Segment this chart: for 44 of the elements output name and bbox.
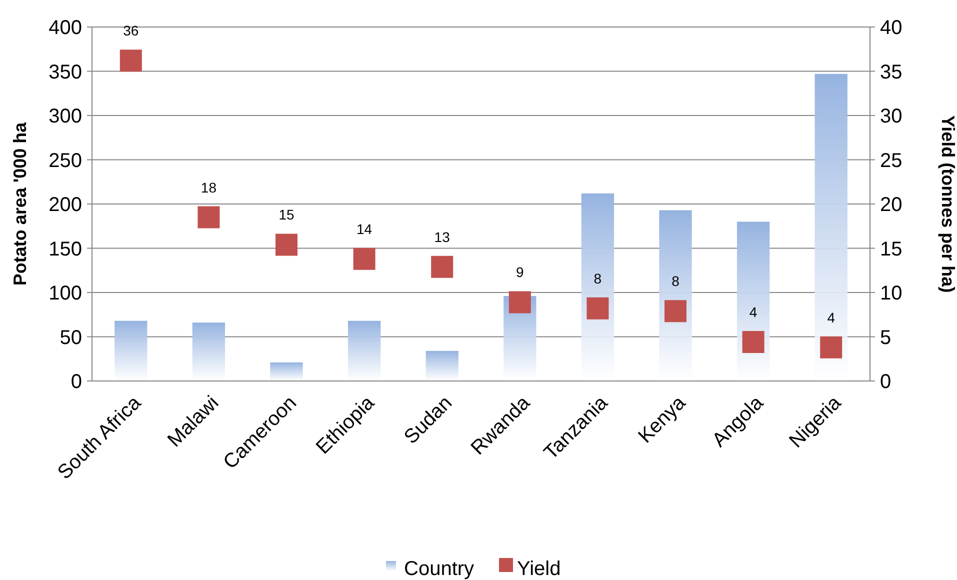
point	[120, 50, 142, 72]
point	[198, 206, 220, 228]
y-tick-label: 0	[70, 371, 82, 393]
data-label: 4	[827, 309, 836, 326]
data-label: 13	[434, 228, 450, 245]
data-label: 8	[594, 270, 602, 286]
data-label: 36	[123, 22, 139, 39]
y2-tick-label: 25	[880, 150, 902, 172]
y2-tick-label: 35	[880, 61, 902, 84]
point	[586, 297, 609, 320]
point	[353, 248, 376, 270]
y2-tick-label: 15	[880, 238, 902, 260]
point	[276, 234, 298, 256]
point	[742, 331, 764, 354]
point	[508, 291, 531, 314]
y-axis-title: Potato area '000 ha	[10, 121, 30, 286]
data-label: 15	[278, 206, 294, 223]
y2-tick-label: 40	[880, 17, 902, 39]
y2-tick-label: 5	[880, 326, 892, 349]
data-label: 4	[749, 304, 758, 320]
y-tick-label: 150	[48, 238, 82, 260]
legend-label: Country	[404, 558, 474, 580]
data-label: 14	[356, 220, 372, 237]
y2-tick-label: 20	[880, 194, 902, 216]
data-label: 8	[672, 273, 680, 290]
point	[431, 256, 454, 278]
y-tick-label: 50	[60, 326, 82, 349]
y-tick-label: 100	[48, 282, 82, 304]
data-label: 9	[516, 264, 524, 280]
y-tick-label: 300	[48, 106, 82, 128]
y-tick-label: 400	[48, 17, 82, 39]
y-tick-label: 350	[48, 61, 82, 84]
legend-label: Yield	[517, 558, 561, 580]
bar	[270, 362, 303, 381]
bar	[426, 350, 458, 381]
point	[664, 300, 686, 322]
y2-tick-label: 30	[880, 106, 902, 128]
y-tick-label: 250	[48, 150, 82, 172]
y2-tick-label: 0	[880, 371, 892, 393]
y2-tick-label: 10	[880, 282, 902, 304]
y2-axis-title: Yield (tonnes per ha)	[938, 115, 957, 293]
y-tick-label: 200	[48, 194, 82, 216]
data-label: 18	[200, 179, 217, 196]
point	[820, 336, 842, 358]
